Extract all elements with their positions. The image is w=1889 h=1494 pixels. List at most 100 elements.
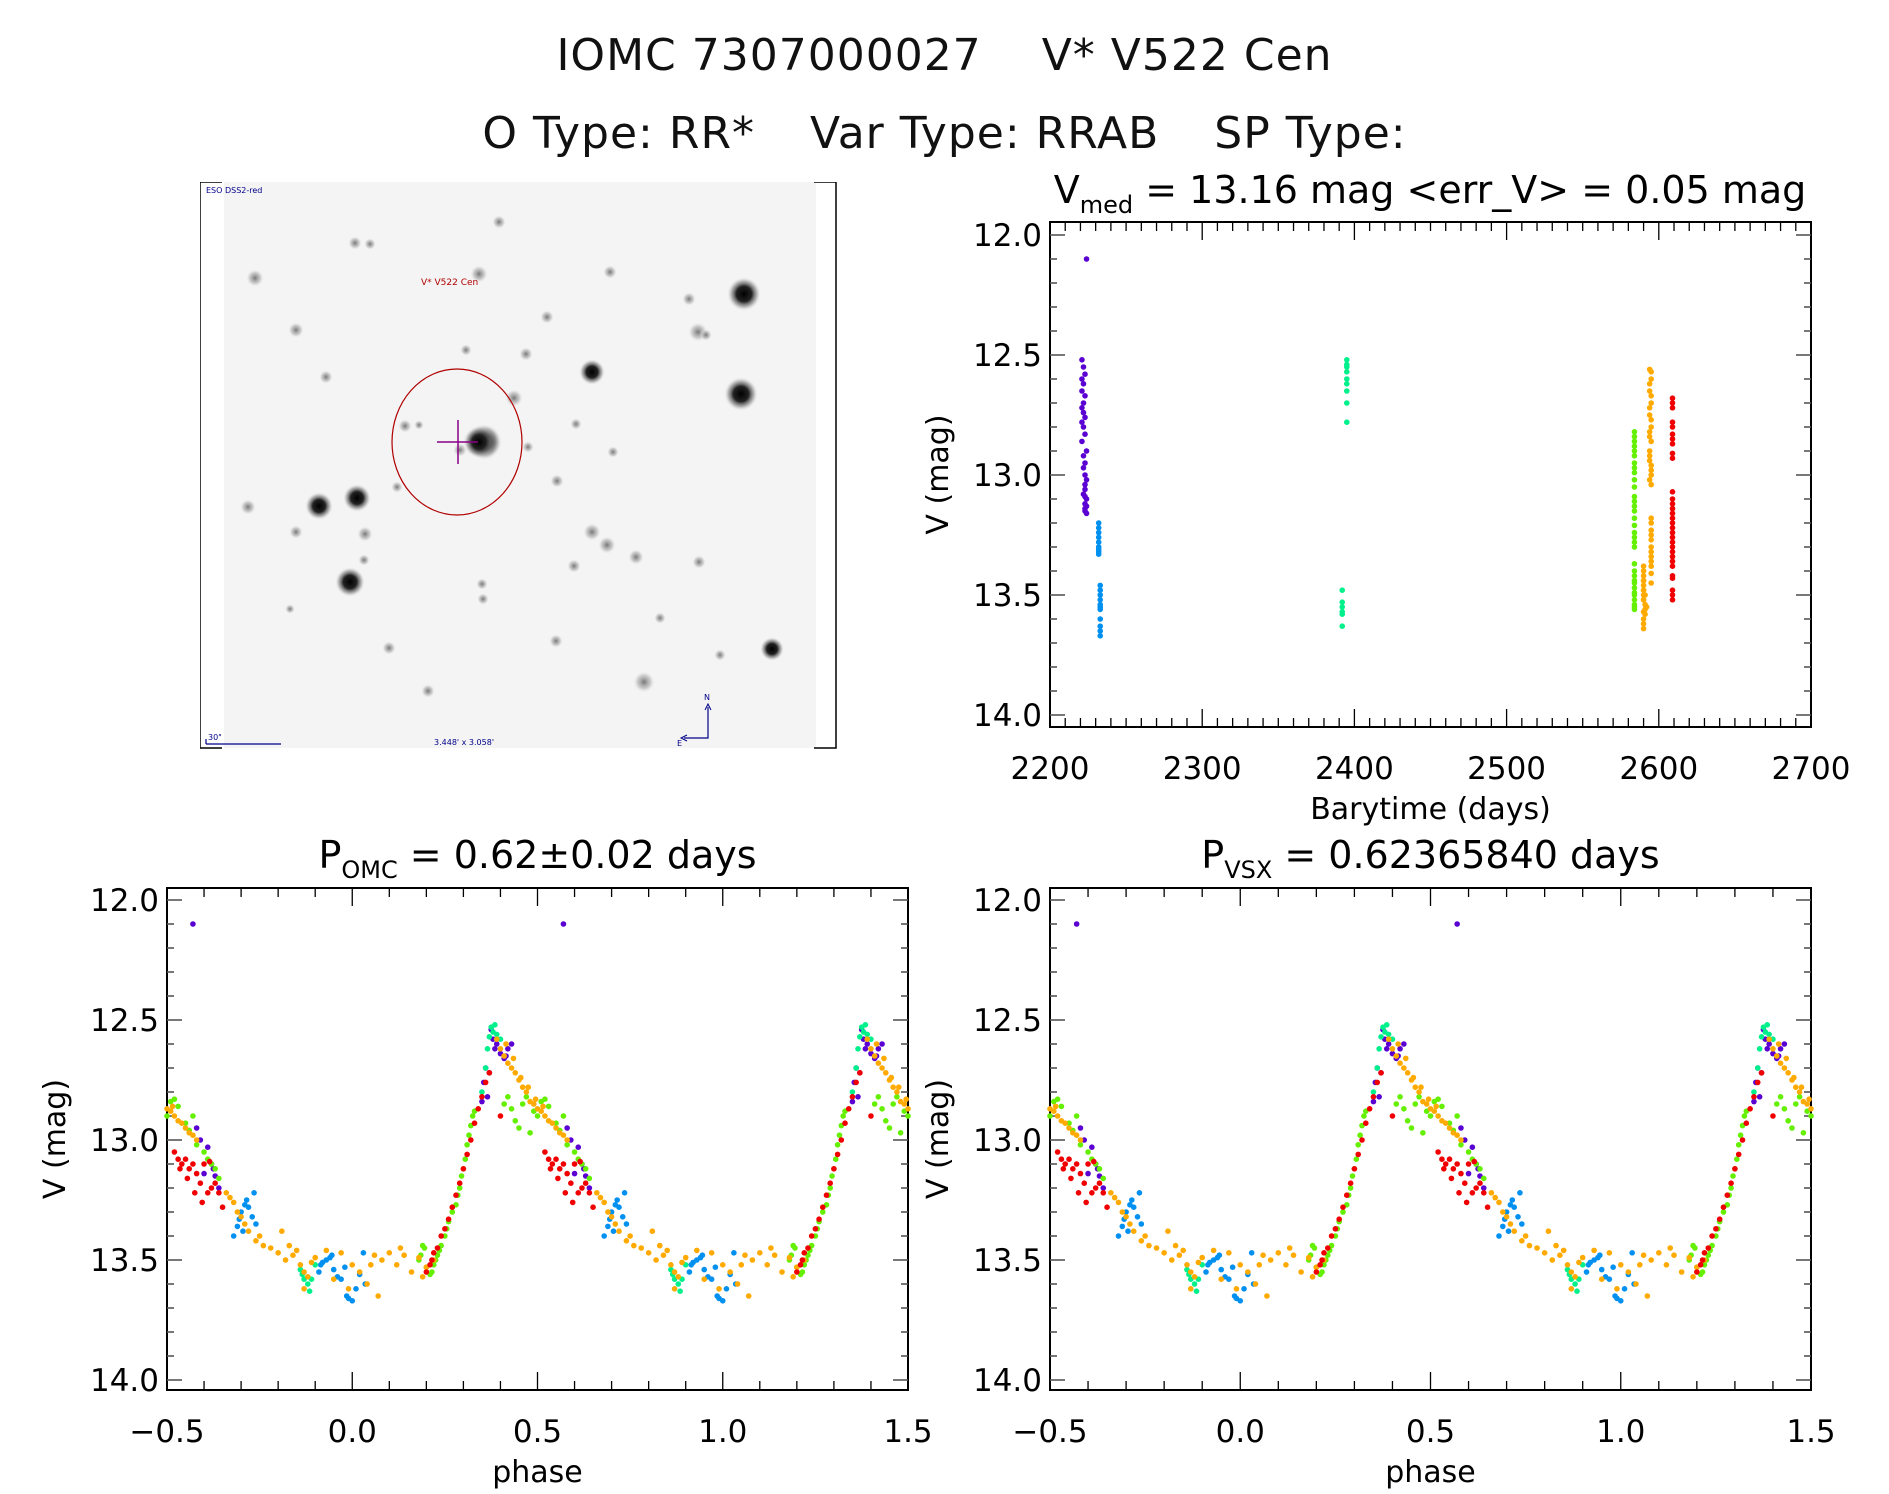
phase-vsx-point <box>1051 1108 1057 1114</box>
phase-omc-point <box>627 1233 633 1239</box>
phase-omc-xlabel: phase <box>492 1455 583 1490</box>
phase-vsx-point <box>1519 1238 1525 1244</box>
phase-vsx-point <box>1496 1199 1502 1206</box>
lightcurve-point <box>1095 551 1102 557</box>
phase-omc-point <box>801 1250 808 1256</box>
lightcurve-xlabel: Barytime (days) <box>1310 792 1551 827</box>
phase-omc-point <box>905 1113 911 1119</box>
lightcurve-point <box>1097 633 1104 639</box>
phase-omc-point <box>193 1142 200 1148</box>
lightcurve-point <box>1095 529 1102 536</box>
phase-vsx-point <box>1597 1252 1603 1258</box>
lightcurve-title-main: V <box>1053 168 1080 212</box>
phase-vsx-point <box>1480 1190 1487 1196</box>
lightcurve-point <box>1669 489 1676 495</box>
phase-omc-point <box>882 1070 889 1076</box>
phase-omc-point <box>849 1098 856 1105</box>
phase-vsx-point <box>1553 1242 1559 1249</box>
phase-vsx-point <box>1427 1113 1434 1119</box>
phase-vsx-point <box>1324 1245 1331 1251</box>
phase-vsx-point <box>1499 1223 1506 1230</box>
phase-omc-point <box>456 1180 463 1186</box>
phase-omc-point <box>560 1132 567 1138</box>
phase-omc-point <box>430 1250 437 1256</box>
phase-vsx-point <box>1355 1151 1362 1158</box>
phase-vsx-point <box>1640 1252 1647 1258</box>
phase-vsx-point <box>1248 1250 1255 1256</box>
phase-omc-xtick-label: 0.5 <box>513 1414 562 1450</box>
lightcurve-point <box>1097 587 1104 593</box>
phase-omc-point <box>875 1060 882 1066</box>
phase-omc-point <box>564 1142 570 1148</box>
phase-omc-point <box>360 1250 367 1256</box>
phase-omc-point <box>579 1185 585 1191</box>
phase-vsx-point <box>1751 1094 1757 1100</box>
phase-omc-point <box>575 1190 582 1196</box>
phase-vsx-point <box>1351 1166 1358 1172</box>
phase-vsx-point <box>1446 1156 1453 1162</box>
phase-omc-point <box>571 1161 578 1167</box>
phase-omc-point <box>175 1156 181 1162</box>
star <box>421 684 435 698</box>
phase-omc-point <box>855 1046 861 1052</box>
phase-omc-point <box>282 1257 289 1263</box>
phase-omc-point <box>219 1204 226 1210</box>
star <box>357 526 373 542</box>
phase-vsx-point <box>1756 1046 1763 1052</box>
lightcurve-point <box>1631 539 1638 545</box>
lightcurve-xtick-label: 2200 <box>1011 751 1090 787</box>
phase-omc-title-sub: OMC <box>341 856 398 884</box>
phase-vsx-point <box>1058 1103 1065 1110</box>
phase-vsx-point <box>1359 1137 1365 1143</box>
phase-vsx-point <box>1454 1161 1460 1167</box>
phase-vsx-point <box>1690 1242 1696 1249</box>
lightcurve-point <box>1631 448 1638 454</box>
phase-vsx-point <box>1357 1132 1363 1138</box>
phase-vsx-point <box>1115 1199 1122 1206</box>
phase-vsx-point <box>1716 1216 1723 1222</box>
lightcurve-point <box>1648 400 1654 406</box>
phase-omc-point <box>742 1252 748 1258</box>
phase-vsx-point <box>1321 1250 1327 1256</box>
phase-vsx-point <box>1806 1096 1812 1102</box>
lightcurve-point <box>1083 256 1090 262</box>
phase-omc-point <box>201 1161 207 1167</box>
var-type-value: RRAB <box>1035 108 1160 159</box>
phase-vsx-point <box>1180 1247 1186 1254</box>
phase-vsx-point <box>1770 1113 1776 1119</box>
phase-vsx-point <box>1376 1094 1382 1100</box>
lightcurve-point <box>1339 587 1346 593</box>
phase-omc-point <box>701 1276 708 1282</box>
phase-omc-point <box>649 1228 656 1234</box>
phase-vsx-point <box>1051 1098 1057 1105</box>
lightcurve-point <box>1631 433 1638 440</box>
lightcurve-point <box>1640 609 1647 615</box>
lightcurve-point <box>1079 357 1085 363</box>
phase-vsx-point <box>1458 1125 1464 1131</box>
phase-omc-point <box>723 1286 730 1292</box>
star <box>305 492 333 520</box>
phase-vsx-point <box>1319 1257 1325 1263</box>
lightcurve-point <box>1095 539 1102 545</box>
phase-vsx-point <box>1073 1113 1080 1119</box>
phase-omc-point <box>890 1084 896 1090</box>
phase-vsx-point <box>1191 1281 1198 1287</box>
phase-vsx-point <box>1663 1262 1670 1268</box>
lightcurve-point <box>1640 587 1647 593</box>
lightcurve-ylabel: V (mag) <box>921 414 956 534</box>
phase-vsx-point <box>1199 1254 1205 1261</box>
phase-omc-point <box>886 1125 893 1131</box>
phase-omc-point <box>234 1209 241 1215</box>
phase-omc-point <box>505 1094 511 1100</box>
phase-omc-point <box>562 1190 569 1196</box>
lightcurve-point <box>1646 433 1653 440</box>
star-name: V* V522 Cen <box>1041 30 1333 81</box>
lightcurve-point <box>1648 438 1654 445</box>
phase-omc-point <box>786 1254 793 1261</box>
phase-vsx-point <box>1484 1204 1491 1210</box>
phase-omc-point <box>819 1209 826 1215</box>
phase-vsx-point <box>1134 1214 1141 1220</box>
phase-vsx-point <box>1397 1046 1403 1052</box>
phase-omc-point <box>212 1180 218 1186</box>
fov-label: 3.448' x 3.058' <box>434 738 494 747</box>
